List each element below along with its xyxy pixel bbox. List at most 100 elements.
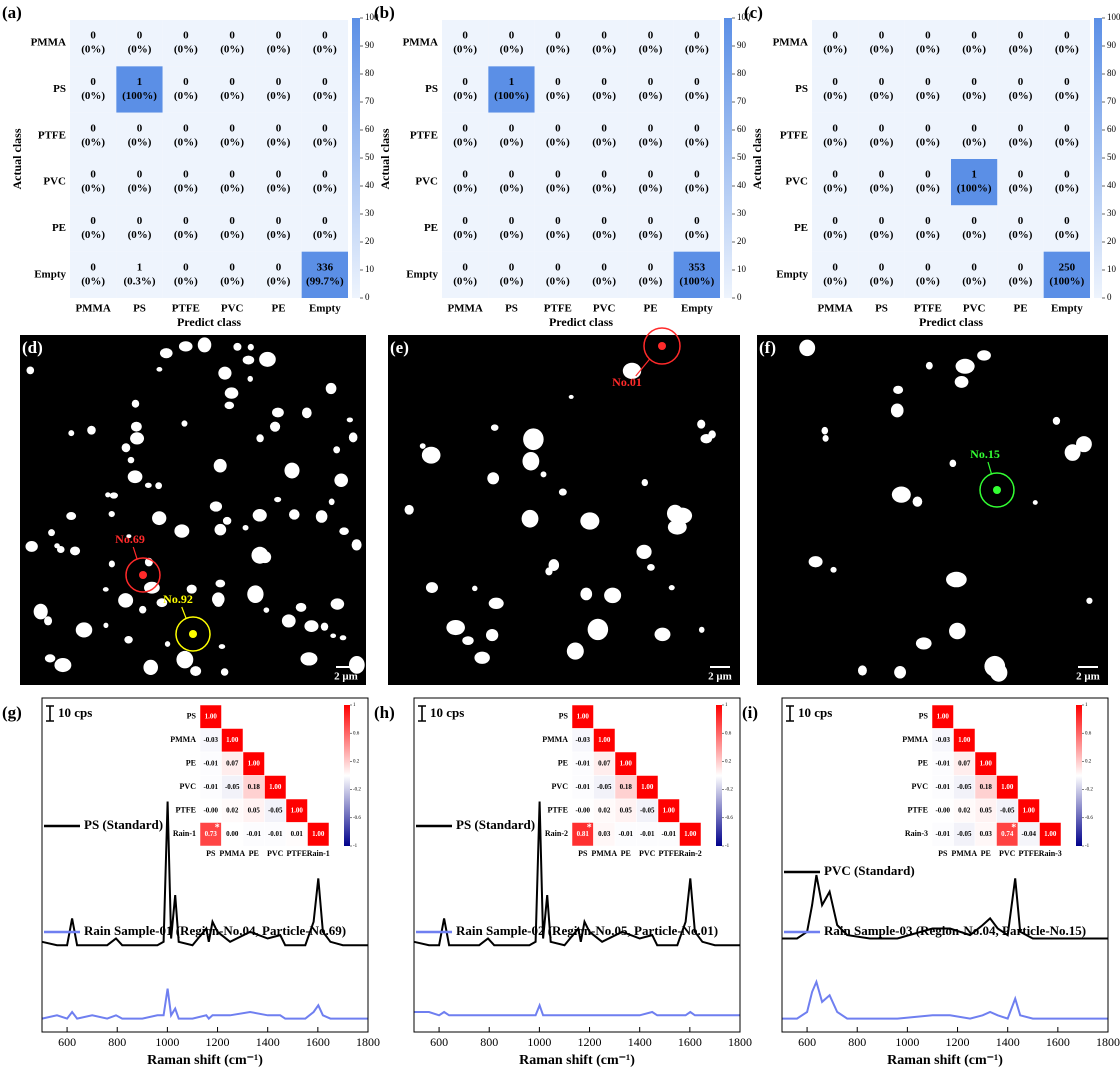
cell-count: 0 [1018,122,1024,134]
cell-percent: (0%) [685,229,709,241]
corr-value: 1.00 [1023,806,1036,814]
cell-count: 0 [601,122,607,134]
cell-count: 0 [694,169,700,181]
cell-percent: (0%) [639,90,663,102]
particle [699,627,705,633]
cell-count: 0 [183,169,189,181]
particle [956,359,975,374]
particle [491,424,499,431]
cell-count: 0 [601,215,607,227]
cell-percent: (0%) [1009,44,1033,56]
corr-col-label: Rain-2 [679,849,702,858]
x-tick-label: PE [1013,303,1027,315]
cell-percent: (0%) [220,90,244,102]
particle [282,614,296,627]
particle [247,376,253,382]
particle [160,348,173,358]
panel-label: (a) [2,3,22,22]
cell-count: 336 [317,261,334,273]
cell-percent: (0%) [267,229,291,241]
x-tick-label: 1000 [155,1035,179,1049]
cell-percent: (0%) [546,183,570,195]
colorbar-tick-label: 40 [737,180,747,190]
corr-value: 0.18 [620,783,633,791]
corr-value: -0.03 [935,736,950,744]
panel-label: (i) [742,703,758,722]
cell-percent: (0%) [220,136,244,148]
particle [892,486,911,502]
particle [76,622,93,637]
scale-bar [786,706,794,721]
corr-row-label: PTFE [176,806,196,815]
corr-value: -0.05 [640,806,655,814]
particle [489,598,504,609]
cell-count: 0 [925,169,931,181]
particle [122,443,131,452]
particle [522,510,539,528]
colorbar-tick-label: 1 [725,703,728,708]
cell-percent: (0%) [1055,44,1079,56]
x-tick-label: 600 [430,1035,448,1049]
particle [569,395,574,399]
particle [70,546,80,555]
particle [300,652,317,665]
corr-row-label: PVC [552,782,569,791]
particle [420,443,426,449]
cell-count: 1 [137,76,143,88]
corr-value: -0.01 [935,759,950,767]
x-tick-label: PMMA [817,303,852,315]
colorbar-tick-label: 1 [353,703,356,708]
scale-bar-label: 10 cps [58,705,92,720]
scale-bar-label: 10 cps [798,705,832,720]
cell-percent: (0%) [500,229,524,241]
particle [48,529,55,536]
cell-percent: (0%) [500,44,524,56]
corr-value: 1.00 [620,759,633,767]
cell-count: 0 [971,76,977,88]
colorbar [1094,18,1102,298]
colorbar-tick-label: 20 [737,236,747,246]
particle [405,505,414,515]
cell-percent: (0%) [592,90,616,102]
colorbar-label: Actual class [750,128,764,189]
cell-count: 0 [879,30,885,42]
particle [270,422,280,432]
colorbar-tick-label: 10 [365,264,375,274]
cell-percent: (0%) [916,90,940,102]
particle [87,426,96,435]
cell-percent: (0%) [313,44,337,56]
corr-value: 1.00 [205,712,218,720]
cell-percent: (100%) [494,90,529,102]
corr-row-label: PTFE [548,806,568,815]
colorbar-tick-label: 0.2 [1085,760,1092,765]
corr-value: 0.03 [598,830,611,838]
particle [118,593,133,608]
corr-value: -0.01 [935,783,950,791]
x-tick-label: 800 [108,1035,126,1049]
cell-percent: (0%) [916,136,940,148]
cell-percent: (0%) [220,44,244,56]
corr-value: 0.02 [226,806,239,814]
particle [155,482,162,489]
cell-count: 0 [1064,30,1070,42]
cell-percent: (0%) [639,275,663,287]
cell-count: 0 [276,169,282,181]
particle [215,524,227,536]
colorbar-tick-label: 20 [365,236,375,246]
x-tick-label: 1600 [1046,1035,1070,1049]
particle [830,567,836,573]
particle [109,511,115,517]
cell-count: 0 [322,30,328,42]
particle [198,337,212,352]
cell-percent: (0%) [546,90,570,102]
particle [25,541,37,552]
corr-row-label: PE [558,759,568,768]
cell-count: 1 [509,76,515,88]
cell-count: 0 [971,215,977,227]
cell-count: 0 [648,169,654,181]
legend-label: PS (Standard) [456,817,535,832]
colorbar-tick-label: 90 [737,40,747,50]
particle [156,367,162,372]
cell-count: 0 [509,122,515,134]
cell-count: 0 [1064,169,1070,181]
